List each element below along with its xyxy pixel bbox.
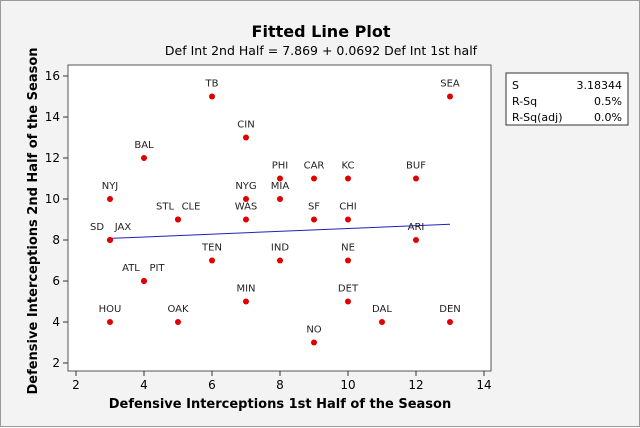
data-point-ne: [345, 257, 351, 264]
point-label-no: NO: [306, 325, 321, 336]
y-tick-label: 10: [45, 192, 60, 206]
stat-value: 0.0%: [594, 111, 622, 124]
data-point-no: [311, 339, 317, 346]
data-point-buf: [413, 175, 419, 182]
data-point-min: [243, 298, 249, 305]
data-point-mia: [277, 196, 283, 202]
data-point-pit: [141, 278, 147, 284]
fitted-line: [109, 223, 451, 239]
point-label-bal: BAL: [134, 140, 154, 151]
data-point-ten: [209, 257, 215, 264]
stat-name: R-Sq: [512, 95, 537, 108]
x-tick-label: 12: [408, 378, 423, 392]
point-label-pit: PIT: [149, 263, 165, 274]
point-label-dal: DAL: [372, 304, 392, 315]
data-point-det: [345, 298, 351, 305]
point-label-car: CAR: [304, 161, 325, 172]
x-tick-label: 6: [208, 378, 216, 392]
point-label-ten: TEN: [201, 243, 222, 254]
point-label-chi: CHI: [339, 202, 356, 213]
stat-name: S: [512, 79, 519, 92]
point-label-was: WAS: [235, 202, 258, 213]
point-label-sd: SD: [90, 222, 104, 233]
data-point-tb: [209, 93, 215, 100]
point-label-phi: PHI: [272, 161, 289, 172]
point-label-cle: CLE: [182, 202, 201, 213]
data-point-cle: [175, 216, 181, 223]
data-point-sf: [311, 216, 317, 223]
plot-area: [67, 64, 492, 372]
stat-value: 0.5%: [594, 95, 622, 108]
point-label-cin: CIN: [237, 120, 254, 131]
y-tick-label: 2: [52, 356, 60, 370]
data-point-sea: [447, 93, 453, 100]
x-tick-label: 2: [72, 378, 80, 392]
data-point-phi: [277, 175, 283, 182]
point-label-mia: MIA: [271, 181, 290, 192]
y-tick-label: 8: [52, 233, 60, 247]
data-point-cin: [243, 134, 249, 141]
x-tick-label: 14: [476, 378, 491, 392]
point-label-buf: BUF: [406, 161, 426, 172]
point-label-ne: NE: [341, 243, 355, 254]
data-point-dal: [379, 319, 385, 325]
data-point-bal: [141, 155, 147, 161]
data-point-den: [447, 319, 453, 325]
point-label-oak: OAK: [167, 304, 189, 315]
y-tick-label: 14: [45, 110, 60, 124]
y-tick-label: 4: [52, 315, 60, 329]
point-label-min: MIN: [236, 284, 255, 295]
y-axis-label: Defensive Interceptions 2nd Half of the …: [26, 47, 41, 394]
point-label-atl: ATL: [122, 263, 140, 274]
data-point-was: [243, 216, 249, 223]
chart-subtitle: Def Int 2nd Half = 7.869 + 0.0692 Def In…: [165, 43, 478, 58]
chart-title: Fitted Line Plot: [252, 22, 391, 41]
data-point-nyg: [243, 196, 249, 202]
data-point-hou: [107, 319, 113, 325]
data-point-chi: [345, 216, 351, 223]
point-label-tb: TB: [205, 79, 219, 90]
y-tick-label: 12: [45, 151, 60, 165]
x-axis-label: Defensive Interceptions 1st Half of the …: [109, 397, 451, 412]
point-label-det: DET: [338, 284, 359, 295]
data-point-nyj: [107, 196, 113, 202]
x-tick-label: 8: [276, 378, 284, 392]
data-point-jax: [107, 237, 113, 243]
x-tick-label: 10: [340, 378, 355, 392]
data-point-oak: [175, 319, 181, 325]
y-tick-label: 6: [52, 274, 60, 288]
point-label-sf: SF: [308, 202, 320, 213]
point-label-hou: HOU: [99, 304, 122, 315]
data-point-car: [311, 175, 317, 182]
point-label-stl: STL: [156, 202, 174, 213]
point-label-kc: KC: [342, 161, 355, 172]
data-point-ari: [413, 237, 419, 243]
point-label-ari: ARI: [408, 222, 425, 233]
stat-name: R-Sq(adj): [512, 111, 563, 124]
point-label-den: DEN: [439, 304, 461, 315]
y-tick-label: 16: [45, 69, 60, 83]
point-label-ind: IND: [271, 243, 289, 254]
stats-box: S 3.18344 R-Sq 0.5% R-Sq(adj) 0.0%: [505, 72, 629, 126]
point-label-sea: SEA: [440, 79, 460, 90]
stat-value: 3.18344: [577, 79, 623, 92]
data-point-ind: [277, 257, 283, 264]
point-label-nyj: NYJ: [102, 181, 119, 192]
point-label-nyg: NYG: [235, 181, 256, 192]
x-tick-label: 4: [140, 378, 148, 392]
data-point-kc: [345, 175, 351, 182]
point-label-jax: JAX: [114, 222, 132, 233]
